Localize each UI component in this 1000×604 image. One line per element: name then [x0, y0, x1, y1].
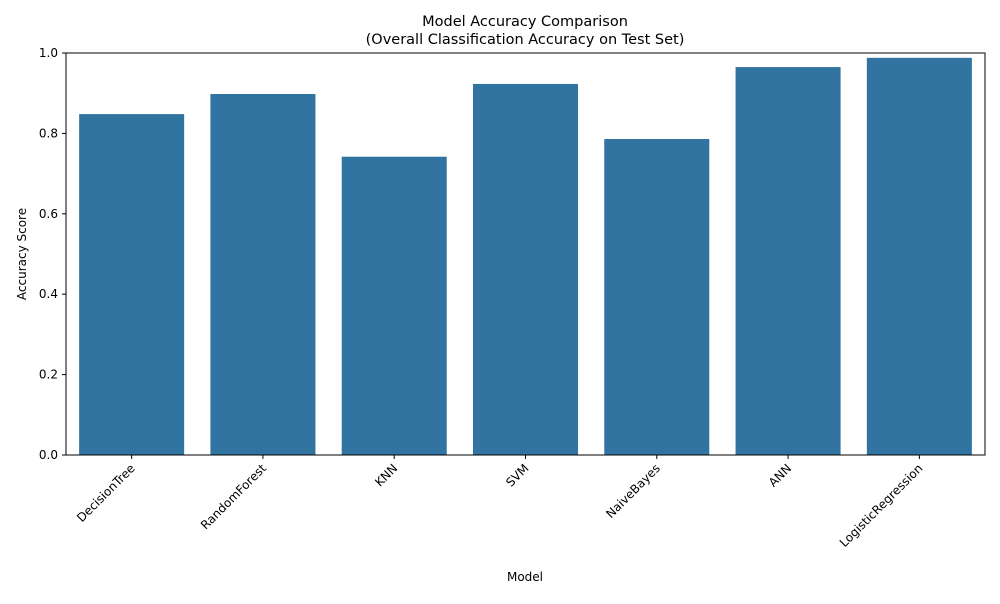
bar-logisticregression — [866, 57, 972, 455]
chart-title: Model Accuracy Comparison — [422, 14, 628, 30]
bar-decisiontree — [79, 114, 185, 455]
x-axis-label: Model — [507, 570, 543, 584]
x-tick-label: ANN — [766, 461, 794, 489]
x-tick-label: SVM — [503, 461, 531, 489]
x-axis-ticks: DecisionTree RandomForest KNN SVM NaiveBayes… — [74, 455, 925, 550]
bar-knn — [341, 156, 447, 455]
x-tick-label: LogisticRegression — [837, 461, 926, 550]
x-tick-label: DecisionTree — [74, 461, 138, 525]
y-tick-label: 0.4 — [39, 287, 58, 301]
x-tick-label: KNN — [372, 461, 400, 489]
y-axis-label: Accuracy Score — [15, 208, 29, 300]
y-tick-label: 0.0 — [39, 448, 58, 462]
bar-ann — [735, 67, 841, 455]
bar-naivebayes — [604, 139, 710, 455]
y-tick-label: 1.0 — [39, 46, 58, 60]
bars-layer — [79, 57, 972, 455]
plot-frame — [65, 52, 986, 456]
x-tick-label: RandomForest — [198, 461, 269, 532]
bar-svm — [472, 83, 579, 455]
y-axis-ticks: 0.0 0.2 0.4 0.6 0.8 1.0 — [39, 46, 66, 462]
chart-subtitle: (Overall Classification Accuracy on Test… — [366, 32, 685, 48]
x-tick-label: NaiveBayes — [603, 461, 663, 521]
y-tick-label: 0.2 — [39, 368, 58, 382]
y-tick-label: 0.6 — [39, 207, 58, 221]
bar-randomforest — [210, 94, 316, 455]
y-tick-label: 0.8 — [39, 126, 58, 140]
